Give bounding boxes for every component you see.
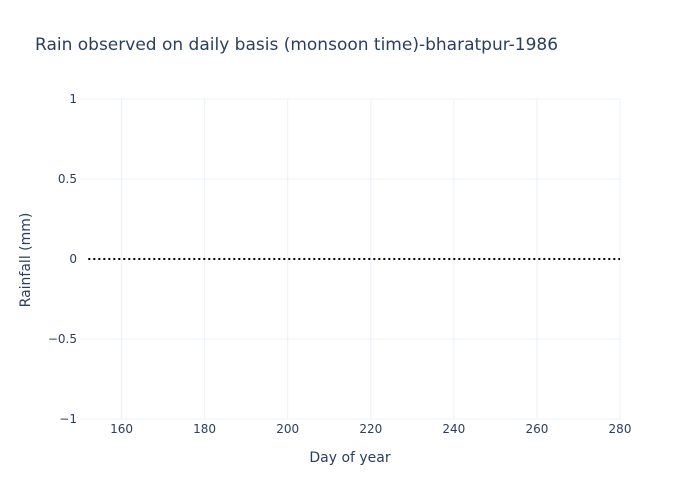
y-axis-ticks: 1 0.5 0 −0.5 −1 bbox=[48, 92, 77, 426]
x-tick-label: 160 bbox=[110, 422, 133, 436]
x-tick-label: 220 bbox=[359, 422, 382, 436]
x-tick-label: 260 bbox=[525, 422, 548, 436]
x-tick-label: 200 bbox=[276, 422, 299, 436]
x-tick-label: 240 bbox=[442, 422, 465, 436]
x-axis-ticks: 160 180 200 220 240 260 280 bbox=[110, 422, 631, 436]
y-axis-title: Rainfall (mm) bbox=[18, 213, 34, 308]
x-axis-title: Day of year bbox=[309, 450, 391, 466]
chart-title: Rain observed on daily basis (monsoon ti… bbox=[35, 35, 558, 55]
y-tick-label: −0.5 bbox=[48, 332, 77, 346]
y-tick-label: −1 bbox=[59, 412, 77, 426]
x-tick-label: 180 bbox=[193, 422, 216, 436]
y-tick-label: 0.5 bbox=[58, 172, 77, 186]
y-tick-label: 0 bbox=[69, 252, 77, 266]
x-tick-label: 280 bbox=[609, 422, 632, 436]
y-tick-label: 1 bbox=[69, 92, 77, 106]
